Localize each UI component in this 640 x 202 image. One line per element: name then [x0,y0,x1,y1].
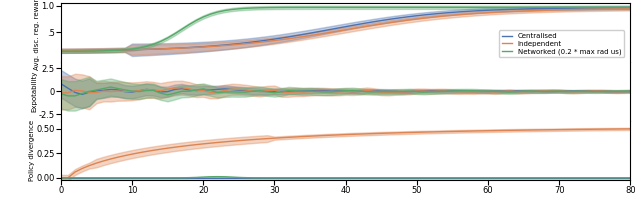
Networked (0.2 * max rad us) [520,6,527,8]
Line: Centralised: Centralised [61,8,630,51]
Independent [548,9,556,11]
Networked (0.2 * max rad us) [413,6,420,8]
Independent [413,18,420,20]
Legend: Centralised, Independent, Networked (0.2 * max rad us): Centralised, Independent, Networked (0.2… [499,31,624,57]
Networked (0.2 * max rad us) [57,50,65,52]
Y-axis label: Avg. disc. reg. reward: Avg. disc. reg. reward [34,0,40,70]
Centralised [520,8,527,10]
Centralised [570,7,577,9]
Networked (0.2 * max rad us) [371,6,378,8]
Independent [57,49,65,52]
Independent [520,10,527,12]
Y-axis label: Expotability: Expotability [31,71,37,112]
Independent [477,12,484,14]
Networked (0.2 * max rad us) [548,6,556,8]
Independent [627,8,634,10]
Centralised [627,6,634,9]
Line: Networked (0.2 * max rad us): Networked (0.2 * max rad us) [61,7,630,51]
Centralised [477,9,484,12]
Networked (0.2 * max rad us) [627,6,634,8]
Independent [570,8,577,11]
Y-axis label: Policy divergence: Policy divergence [29,120,35,181]
Line: Independent: Independent [61,9,630,51]
Centralised [57,49,65,52]
Centralised [413,15,420,17]
Independent [371,24,378,26]
Networked (0.2 * max rad us) [570,6,577,8]
Centralised [371,20,378,23]
Centralised [548,7,556,9]
Networked (0.2 * max rad us) [477,6,484,8]
